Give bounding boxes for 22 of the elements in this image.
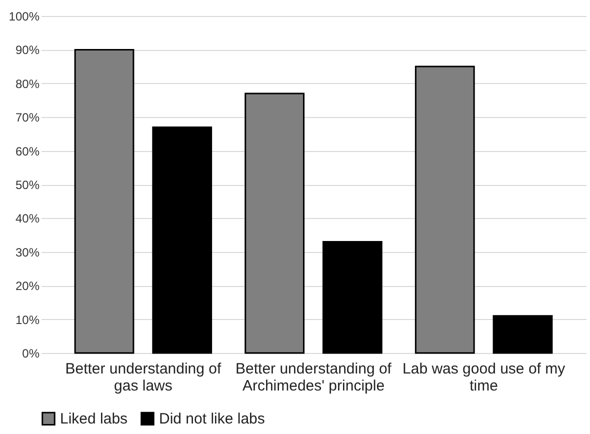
y-tick-label: 70% xyxy=(15,110,40,125)
y-tick-label: 0% xyxy=(22,346,40,360)
y-tick-label: 30% xyxy=(15,245,40,260)
x-tick-label: Better understanding of Archimedes' principle xyxy=(236,360,392,394)
x-tick-label: Lab was good use of my time xyxy=(402,360,566,394)
bar xyxy=(244,92,305,354)
legend-label: Did not like labs xyxy=(159,410,265,428)
y-tick-label: 10% xyxy=(15,312,40,327)
legend-label: Liked labs xyxy=(60,410,128,428)
bar xyxy=(74,48,134,354)
bar xyxy=(414,66,475,354)
bar xyxy=(152,126,212,354)
y-tick-label: 40% xyxy=(15,212,40,226)
bar xyxy=(322,241,382,354)
y-tick-label: 20% xyxy=(15,279,40,294)
x-tick-label: Better understanding of gas laws xyxy=(65,360,222,394)
y-tick-label: 90% xyxy=(15,43,40,58)
y-tick-label: 60% xyxy=(15,144,40,158)
y-tick-label: 80% xyxy=(15,76,40,91)
y-tick-label: 100% xyxy=(8,10,40,24)
bar xyxy=(492,315,553,354)
y-tick-label: 50% xyxy=(15,178,40,192)
